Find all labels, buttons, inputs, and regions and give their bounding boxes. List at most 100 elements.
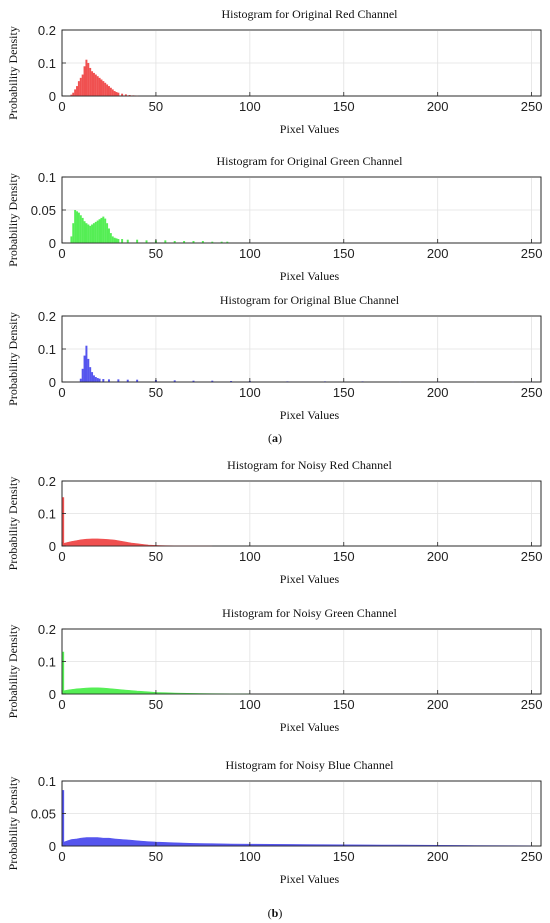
bar [91, 71, 94, 96]
x-tick-label: 150 [333, 385, 355, 400]
y-tick-label: 0.2 [38, 622, 56, 637]
bar [100, 217, 103, 243]
bar [92, 72, 95, 96]
bar [173, 380, 176, 382]
x-tick-label: 250 [521, 849, 543, 864]
bar [83, 221, 86, 243]
bar [124, 94, 127, 96]
x-tick-label: 0 [58, 849, 65, 864]
chart-4: 0 50 100 150 200 250 0 0.1 0.2 Histogram for Nois… [6, 458, 542, 586]
bar [74, 210, 77, 243]
bar [107, 379, 110, 382]
y-axis-label: Probability Density [6, 312, 20, 406]
x-axis-label: Pixel Values [280, 408, 340, 422]
y-tick-label: 0.1 [38, 342, 56, 357]
spike-bar [61, 790, 65, 846]
x-axis-label: Pixel Values [280, 872, 340, 886]
bar [115, 92, 118, 96]
bar [121, 93, 124, 96]
bar [183, 241, 186, 243]
spike-bar [61, 651, 65, 694]
bar [91, 372, 94, 382]
y-axis-label: Probability Density [6, 477, 20, 571]
bar [92, 375, 95, 382]
bar [113, 91, 116, 96]
bar [117, 239, 120, 243]
y-tick-label: 0.2 [38, 474, 56, 489]
x-tick-label: 100 [239, 385, 261, 400]
bar [173, 241, 176, 243]
bar [70, 94, 73, 96]
x-tick-label: 50 [149, 99, 163, 114]
chart-3: 0 50 100 150 200 250 0 0.1 0.2 Histogram for Orig… [6, 293, 542, 422]
panel-label-b: (b) [268, 906, 283, 920]
x-tick-label: 50 [149, 549, 163, 564]
bar [79, 215, 82, 243]
y-tick-label: 0 [49, 839, 56, 854]
x-tick-label: 150 [333, 849, 355, 864]
bar [126, 379, 129, 382]
bar [106, 223, 109, 243]
x-tick-label: 150 [333, 549, 355, 564]
chart-title: Histogram for Noisy Red Channel [227, 458, 392, 472]
bar [226, 241, 229, 243]
bar [102, 379, 105, 382]
x-tick-label: 0 [58, 697, 65, 712]
bar [74, 89, 77, 96]
chart-1: 0 50 100 150 200 250 0 0.1 0.2 Histogram for Orig… [6, 7, 542, 136]
x-tick-label: 100 [239, 99, 261, 114]
y-tick-label: 0.2 [38, 23, 56, 38]
bar [201, 241, 204, 243]
x-tick-label: 50 [149, 385, 163, 400]
bar [72, 92, 75, 96]
y-tick-label: 0.05 [31, 807, 56, 822]
x-tick-label: 250 [521, 549, 543, 564]
bar [76, 211, 79, 243]
bar [128, 95, 131, 96]
bar [117, 379, 120, 382]
x-tick-label: 50 [149, 849, 163, 864]
x-tick-label: 200 [427, 246, 449, 261]
x-tick-label: 150 [333, 99, 355, 114]
y-axis-label: Probability Density [6, 173, 20, 267]
x-axis-label: Pixel Values [280, 572, 340, 586]
bar [230, 381, 233, 382]
bar [85, 223, 88, 243]
bar [83, 355, 86, 382]
y-tick-label: 0.1 [38, 507, 56, 522]
chart-6: 0 50 100 150 200 250 0 0.05 0.1 Histogram for Noi… [6, 758, 542, 886]
bar [72, 223, 75, 243]
bar [192, 380, 195, 382]
bar [104, 218, 107, 243]
bar [76, 86, 79, 96]
density-area [63, 837, 532, 847]
chart-title: Histogram for Original Red Channel [222, 7, 399, 21]
bar [81, 217, 84, 243]
panels-group: 0 50 100 150 200 250 0 0.1 0.2 Histogram for Orig… [6, 7, 542, 886]
bar [102, 216, 105, 243]
x-tick-label: 100 [239, 246, 261, 261]
bar [89, 225, 92, 243]
bar [164, 240, 167, 243]
bar [77, 212, 80, 243]
bar [87, 224, 90, 243]
bar [220, 241, 223, 243]
bar [126, 239, 129, 243]
bar [102, 81, 105, 96]
bar [70, 236, 73, 243]
bar [117, 92, 120, 96]
x-axis-label: Pixel Values [280, 269, 340, 283]
bar [113, 237, 116, 243]
bar [106, 84, 109, 96]
x-tick-label: 200 [427, 99, 449, 114]
x-tick-label: 250 [521, 385, 543, 400]
bar [109, 87, 112, 96]
y-tick-label: 0.2 [38, 309, 56, 324]
x-tick-label: 200 [427, 385, 449, 400]
bar [115, 238, 118, 243]
bar [111, 89, 114, 96]
bar [77, 81, 80, 96]
x-tick-label: 100 [239, 697, 261, 712]
bar [104, 82, 107, 96]
x-tick-label: 0 [58, 99, 65, 114]
